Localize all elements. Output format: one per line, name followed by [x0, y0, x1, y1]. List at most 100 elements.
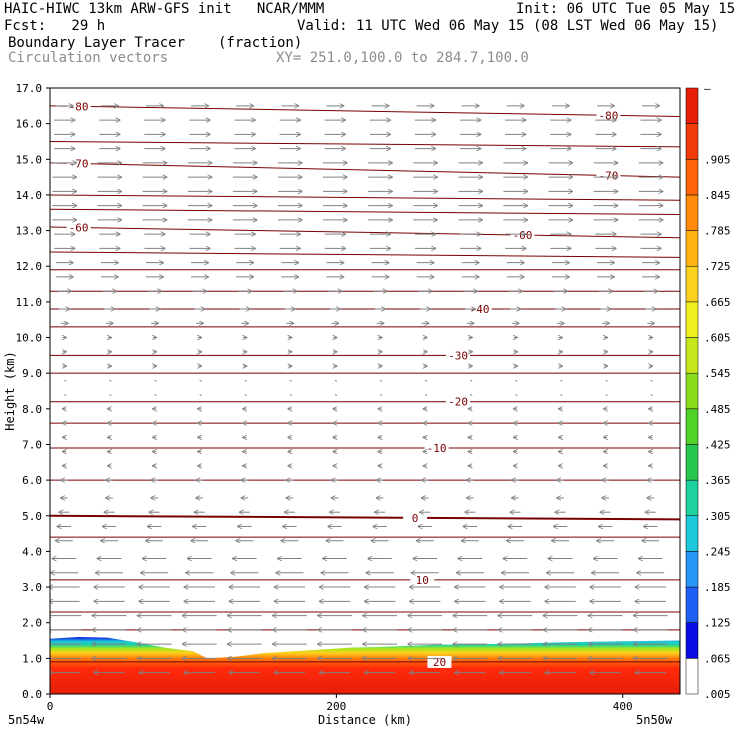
- contour-label: -30: [448, 349, 468, 362]
- colorbar-label: .005: [704, 688, 731, 701]
- colorbar-label: .545: [704, 367, 731, 380]
- colorbar-label: .665: [704, 296, 731, 309]
- colorbar-swatch: [685, 444, 699, 481]
- contour-label: 20: [433, 656, 446, 669]
- model-title: HAIC-HIWC 13km ARW-GFS init NCAR/MMM: [4, 1, 325, 17]
- contour-label-bg: [427, 655, 452, 668]
- field-units: (fraction): [218, 35, 303, 51]
- wind-vector: [379, 379, 383, 382]
- wind-vector: [199, 379, 202, 382]
- wind-vector: [560, 379, 563, 382]
- y-tick-label: 9.0: [22, 367, 42, 380]
- colorbar-label: .305: [704, 510, 731, 523]
- tracer-fill: [50, 636, 680, 694]
- contour-label: -70: [598, 169, 618, 182]
- wind-vector: [154, 379, 157, 382]
- wind-vector: [424, 379, 428, 382]
- contour-label-bg: [446, 395, 471, 408]
- cross-section-endpoints: XY= 251.0,100.0 to 284.7,100.0: [276, 50, 529, 66]
- wind-vector: [64, 379, 67, 382]
- contour-label: -80: [69, 100, 89, 113]
- y-tick-label: 10.0: [16, 332, 43, 345]
- init-time: Init: 06 UTC Tue 05 May 15: [516, 1, 736, 17]
- y-tick-label: 3.0: [22, 581, 42, 594]
- vector-label: Circulation vectors: [8, 50, 169, 66]
- forecast-hour: Fcst: 29 h: [4, 18, 106, 34]
- y-tick-label: 17.0: [16, 82, 43, 95]
- y-tick-label: 5.0: [22, 510, 42, 523]
- colorbar-swatch: [685, 159, 699, 196]
- colorbar-swatch: [685, 230, 699, 267]
- colorbar-label: .845: [704, 189, 731, 202]
- colorbar-swatch: [685, 301, 699, 338]
- wind-vector: [244, 379, 247, 382]
- wind-vector: [199, 394, 202, 397]
- colorbar-label: .425: [704, 438, 731, 451]
- contour-line: [50, 514, 680, 521]
- left-endpoint-label: 5n54w: [8, 713, 45, 727]
- wind-vector: [515, 394, 518, 397]
- wind-vectors: [50, 106, 668, 673]
- wind-vector: [605, 379, 608, 382]
- right-endpoint-label: 5n50w: [636, 713, 673, 727]
- colorbar-swatch: [685, 479, 699, 517]
- wind-vector: [470, 379, 473, 382]
- colorbar-swatch: [685, 408, 699, 445]
- y-tick-label: 2.0: [22, 617, 42, 630]
- wind-vector: [515, 379, 518, 382]
- x-axis: 0 200 400: [47, 694, 633, 713]
- y-axis-label: Height (km): [3, 351, 17, 430]
- wind-vector: [650, 379, 653, 382]
- colorbar-swatch: [685, 658, 699, 695]
- wind-vector: [334, 394, 338, 397]
- contour-line: [50, 162, 680, 178]
- x-tick-label: 0: [47, 700, 54, 713]
- contour-label-bg: [446, 349, 471, 362]
- valid-time: Valid: 11 UTC Wed 06 May 15 (08 LST Wed …: [297, 18, 719, 34]
- colorbar-swatch: [685, 87, 699, 124]
- tracer-field: [50, 636, 680, 694]
- wind-vector: [424, 394, 428, 397]
- colorbar-swatch: [685, 194, 699, 231]
- colorbar-swatch: [685, 622, 699, 659]
- colorbar-label: .125: [704, 617, 731, 630]
- x-tick-label: 400: [613, 700, 633, 713]
- contour-line: [50, 251, 680, 258]
- y-tick-label: 15.0: [16, 153, 43, 166]
- wind-vector: [289, 394, 293, 397]
- colorbar-label: .245: [704, 545, 731, 558]
- colorbar-label: .065: [704, 652, 731, 665]
- y-axis: 0.0 1.0 2.0 3.0 4.0 5.0 6.0 7.0 8.0 9.0 10.0 11.0 12…: [16, 82, 50, 701]
- wind-vector: [289, 379, 293, 382]
- colorbar-swatch: [685, 337, 699, 374]
- y-tick-label: 13.0: [16, 225, 43, 238]
- contour-label: -40: [470, 303, 490, 316]
- y-tick-label: 7.0: [22, 438, 42, 451]
- contour-line: [50, 140, 680, 148]
- contour-label-bg: [467, 303, 492, 316]
- contour-line: [50, 226, 680, 239]
- colorbar-swatch: [685, 551, 699, 588]
- contour-label: -60: [513, 229, 533, 242]
- wind-vector: [334, 379, 338, 382]
- contour-label: -60: [69, 222, 89, 235]
- y-tick-label: 14.0: [16, 189, 43, 202]
- contour-line: [50, 105, 680, 118]
- contour-label-bg: [403, 511, 428, 524]
- x-tick-label: 200: [326, 700, 346, 713]
- wind-vector: [64, 394, 67, 397]
- field-name: Boundary Layer Tracer: [8, 35, 186, 51]
- plot-frame: [49, 87, 681, 695]
- colorbar-label: .185: [704, 581, 731, 594]
- wind-vector: [109, 394, 112, 397]
- contour-label-bg: [66, 221, 91, 234]
- y-tick-label: 1.0: [22, 652, 42, 665]
- contour-label: -10: [427, 442, 447, 455]
- colorbar-label: .485: [704, 403, 731, 416]
- colorbar-label: –: [704, 82, 711, 95]
- wind-vector: [109, 379, 112, 382]
- colorbar-swatch: [685, 372, 699, 410]
- colorbar-label: .605: [704, 332, 731, 345]
